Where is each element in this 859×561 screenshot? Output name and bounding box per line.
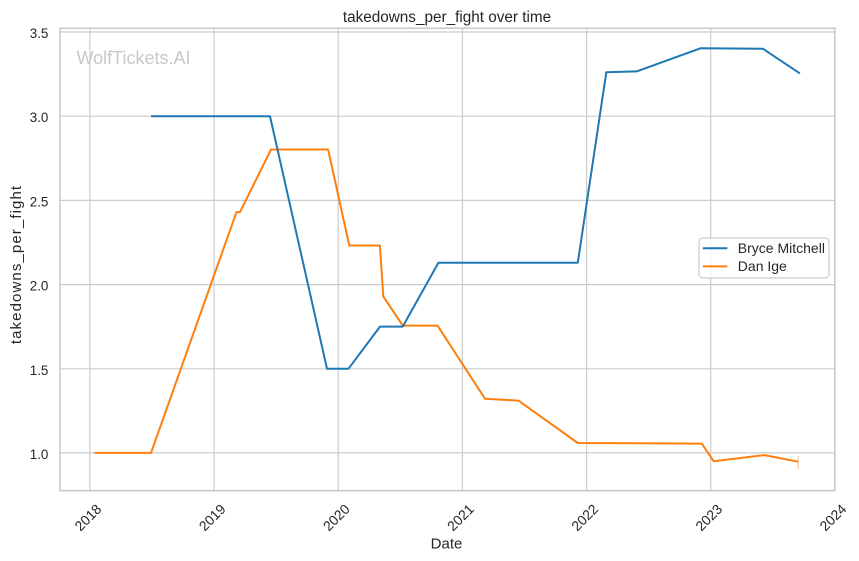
svg-text:2018: 2018	[71, 501, 104, 534]
svg-text:1.0: 1.0	[30, 447, 49, 462]
svg-text:2021: 2021	[444, 501, 477, 534]
svg-text:takedowns_per_fight over time: takedowns_per_fight over time	[343, 9, 551, 26]
svg-text:Dan Ige: Dan Ige	[738, 258, 787, 274]
svg-text:2022: 2022	[568, 501, 601, 534]
svg-text:2.0: 2.0	[30, 279, 49, 294]
svg-text:2024: 2024	[816, 501, 849, 534]
svg-text:2020: 2020	[320, 501, 353, 534]
svg-text:takedowns_per_fight: takedowns_per_fight	[8, 185, 25, 344]
svg-text:2019: 2019	[196, 501, 229, 534]
svg-text:3.5: 3.5	[30, 26, 49, 41]
svg-text:3.0: 3.0	[30, 110, 49, 125]
svg-text:WolfTickets.AI: WolfTickets.AI	[77, 48, 191, 68]
svg-text:2.5: 2.5	[30, 194, 49, 209]
svg-text:Date: Date	[431, 536, 463, 553]
svg-text:1.5: 1.5	[30, 363, 49, 378]
svg-text:Bryce Mitchell: Bryce Mitchell	[738, 240, 825, 256]
svg-text:2023: 2023	[692, 501, 725, 534]
